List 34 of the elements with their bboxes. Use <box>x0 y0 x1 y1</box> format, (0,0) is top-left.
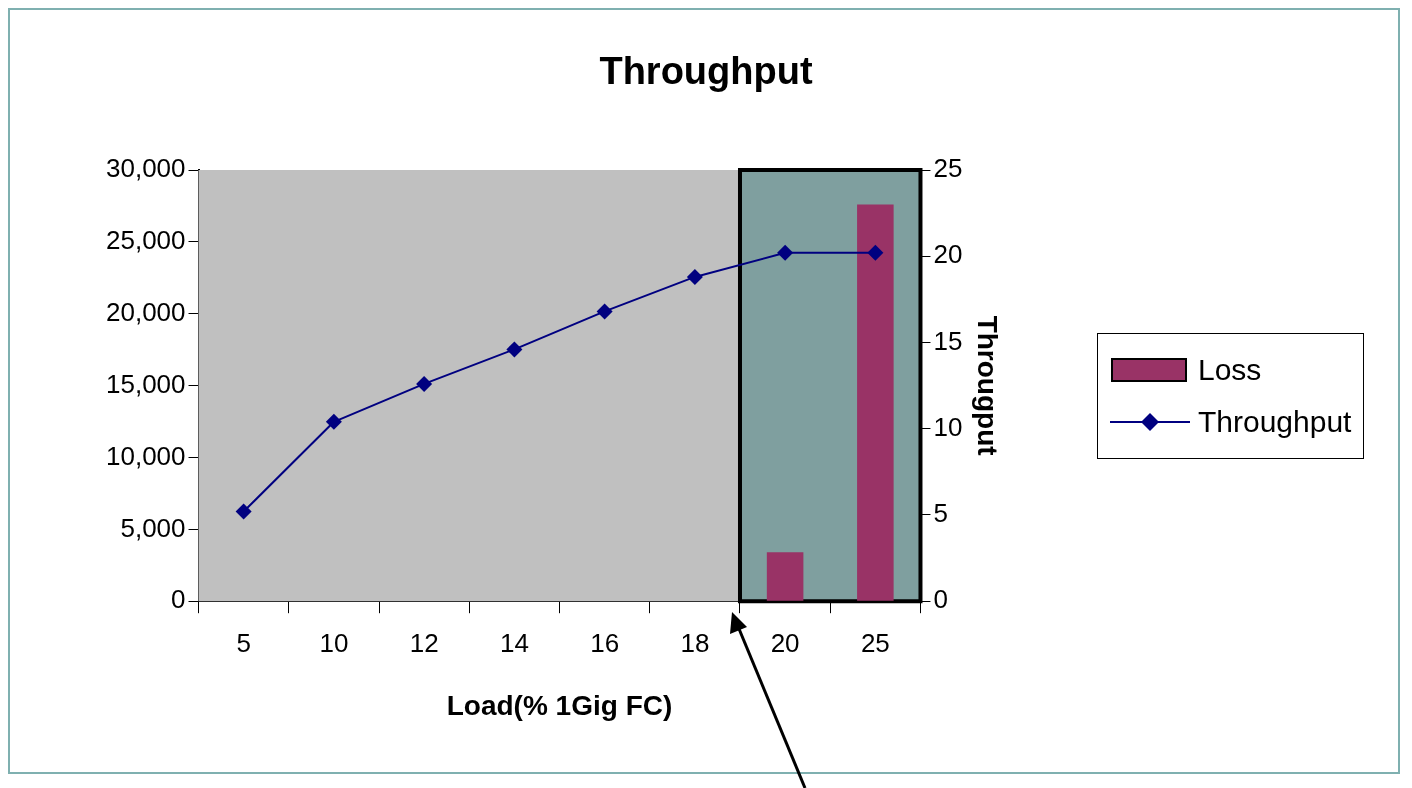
legend-label: Loss <box>1198 353 1262 387</box>
point <box>867 244 884 261</box>
y-tick-label: 20,000 <box>105 296 186 327</box>
x-tick-label: 5 <box>236 627 251 658</box>
point <box>325 413 342 430</box>
y-tick-label: 10,000 <box>105 440 186 471</box>
x-tick-label: 20 <box>770 627 800 658</box>
x-tick-label: 16 <box>590 627 620 658</box>
x-axis-title: Load(% 1Gig FC) <box>446 689 673 721</box>
point <box>686 268 703 285</box>
x-tick-label: 18 <box>680 627 710 658</box>
point <box>235 503 252 520</box>
y2-axis-title: Througput <box>972 315 1004 456</box>
legend-label: Throughput <box>1198 405 1352 439</box>
point <box>596 303 613 320</box>
x-tick-label: 14 <box>499 627 529 658</box>
y-tick-label: 0 <box>171 584 186 615</box>
point <box>416 375 433 392</box>
chart-title: Throughput <box>598 50 814 93</box>
y-tick-label: 5,000 <box>120 512 186 543</box>
y2-tick-label: 25 <box>933 153 963 184</box>
y-tick-label: 30,000 <box>105 153 186 184</box>
y2-tick-label: 0 <box>933 584 948 615</box>
x-tick-label: 25 <box>860 627 890 658</box>
x-tick-label: 10 <box>319 627 349 658</box>
y-tick-label: 15,000 <box>105 368 186 399</box>
y-tick-label: 25,000 <box>105 225 186 256</box>
y2-tick-label: 15 <box>933 325 963 356</box>
point <box>506 341 523 358</box>
point <box>777 244 794 261</box>
y2-tick-label: 5 <box>933 498 948 529</box>
y2-tick-label: 10 <box>933 411 963 442</box>
y2-tick-label: 20 <box>933 239 963 270</box>
x-tick-label: 12 <box>409 627 439 658</box>
